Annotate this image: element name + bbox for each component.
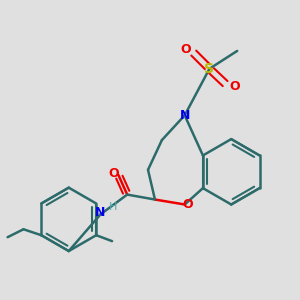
Text: O: O — [229, 80, 239, 93]
Text: O: O — [182, 198, 193, 211]
Text: O: O — [108, 167, 119, 180]
Text: H: H — [109, 202, 118, 212]
Text: S: S — [204, 62, 214, 76]
Text: N: N — [179, 109, 190, 122]
Text: N: N — [95, 206, 106, 219]
Text: O: O — [180, 44, 191, 56]
